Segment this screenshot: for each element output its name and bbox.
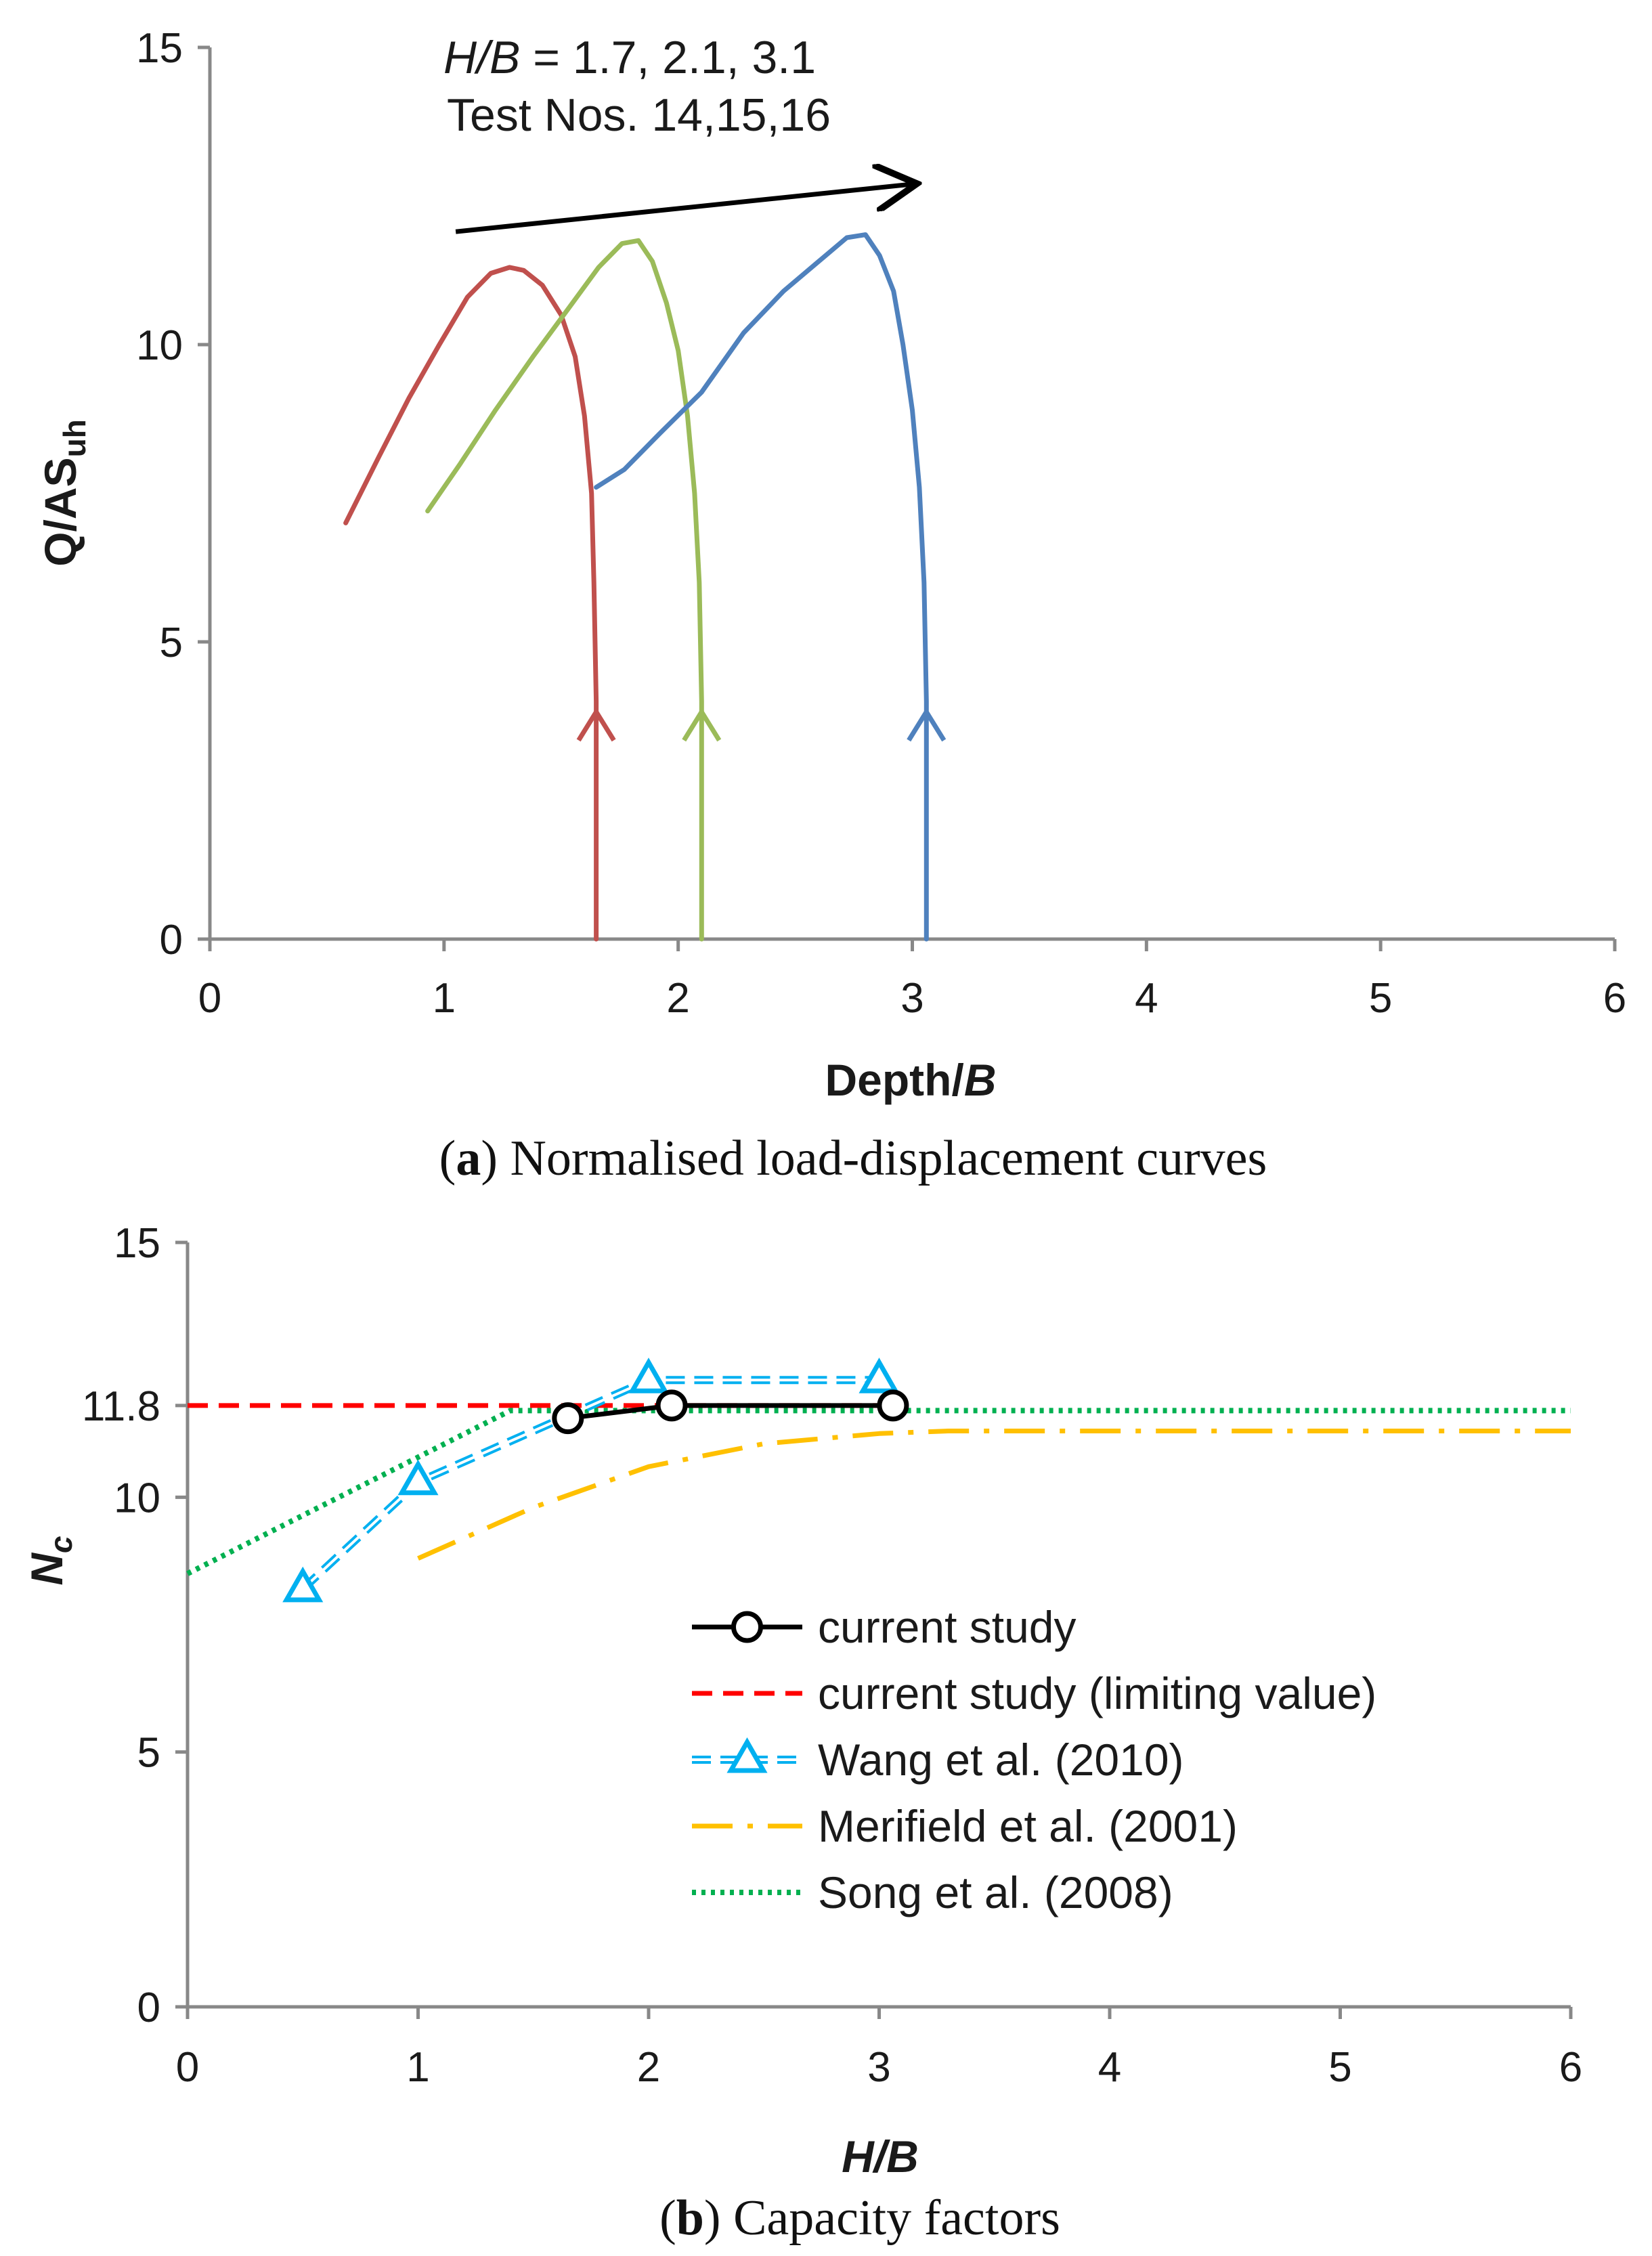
panel-a-series-line-2 [425,238,704,942]
panel-b-y-tick-label: 0 [137,1984,160,2031]
panel-b-triangle-marker [628,1358,670,1393]
panel-b-x-tick-label: 2 [637,2044,660,2091]
legend-circle-marker [731,1611,763,1643]
panel-a-y-tick-label: 15 [136,25,183,72]
panel-b-x-tick-label: 5 [1328,2044,1351,2091]
panel-b-series-line-4 [417,1429,1571,1561]
panel-a-trend-arrow [455,184,912,234]
legend-entry-label: current study (limiting value) [818,1668,1376,1718]
panel-b-x-axis-title: H/B [842,2131,919,2182]
legend-entry-label: Song et al. (2008) [818,1867,1173,1917]
panel-a-y-tick-label: 5 [160,620,183,666]
panel-b-y-tick-label: 15 [114,1220,160,1267]
panel-a-x-tick-label: 6 [1603,975,1626,1022]
panel-b-x-tick-label: 1 [406,2044,429,2091]
panel-b-y-tick-label: 10 [114,1475,160,1521]
panel-a-load-displacement-chart: 0 1 2 3 4 5 6 0 5 10 15 H/B = 1.7, 2.1, 3.1 Test … [35,25,1626,1186]
panel-a-series-line-1 [343,265,599,942]
panel-a-annotation-line1: H/B = 1.7, 2.1, 3.1 [443,32,816,83]
panel-b-x-tick-label: 4 [1098,2044,1121,2091]
panel-b-triangle-marker [282,1566,324,1603]
legend-entry-label: Wang et al. (2010) [818,1735,1184,1785]
panel-b-x-tick-label: 3 [867,2044,890,2091]
panel-b-series-line-3-inner [301,1379,879,1590]
panel-b-circle-marker [877,1389,909,1422]
panel-a-x-axis-title: Depth/B [825,1055,997,1105]
panel-b-triangle-marker [397,1459,439,1496]
panel-a-x-tick-label: 4 [1135,975,1158,1022]
panel-a-series-direction-arrow-2 [682,707,722,742]
panel-b-y-tick-label: 5 [137,1730,160,1777]
panel-b-triangle-marker [858,1358,900,1393]
panel-a-x-tick-label: 3 [900,975,923,1022]
panel-a-y-tick-label: 0 [160,917,183,963]
panel-b-x-tick-label: 0 [176,2044,199,2091]
panel-b-circle-marker [552,1402,584,1435]
panel-b-y-axis-title: Nc [22,1536,79,1585]
panel-a-caption: (a) Normalised load-displacement curves [439,1131,1267,1186]
panel-a-series-direction-arrow-1 [576,707,616,742]
panel-b-caption: (b) Capacity factors [659,2190,1060,2246]
panel-a-y-axis-title: Q/ASuh [35,419,92,567]
panel-a-x-tick-label: 0 [198,975,221,1022]
panel-a-x-tick-label: 2 [666,975,689,1022]
legend-triangle-marker [726,1737,768,1773]
panel-a-series-line-3 [594,232,929,942]
panel-b-circle-marker [655,1389,688,1422]
panel-a-x-tick-label: 1 [433,975,456,1022]
panel-b-legend: current study current study (limiting val… [692,1602,1376,1917]
legend-entry-label: Merifield et al. (2001) [818,1801,1238,1851]
panel-a-y-tick-label: 10 [136,322,183,369]
panel-b-series-line-3 [300,1376,879,1592]
panel-a-x-tick-label: 5 [1369,975,1392,1022]
panel-b-x-tick-label: 6 [1559,2044,1582,2091]
legend-entry-label: current study [818,1602,1077,1652]
panel-b-series-line-5 [186,1408,1571,1576]
panel-b-y-tick-label: 11.8 [82,1383,160,1430]
panel-a-series-direction-arrow-3 [907,707,947,742]
panel-a-annotation-line2: Test Nos. 14,15,16 [447,89,831,141]
